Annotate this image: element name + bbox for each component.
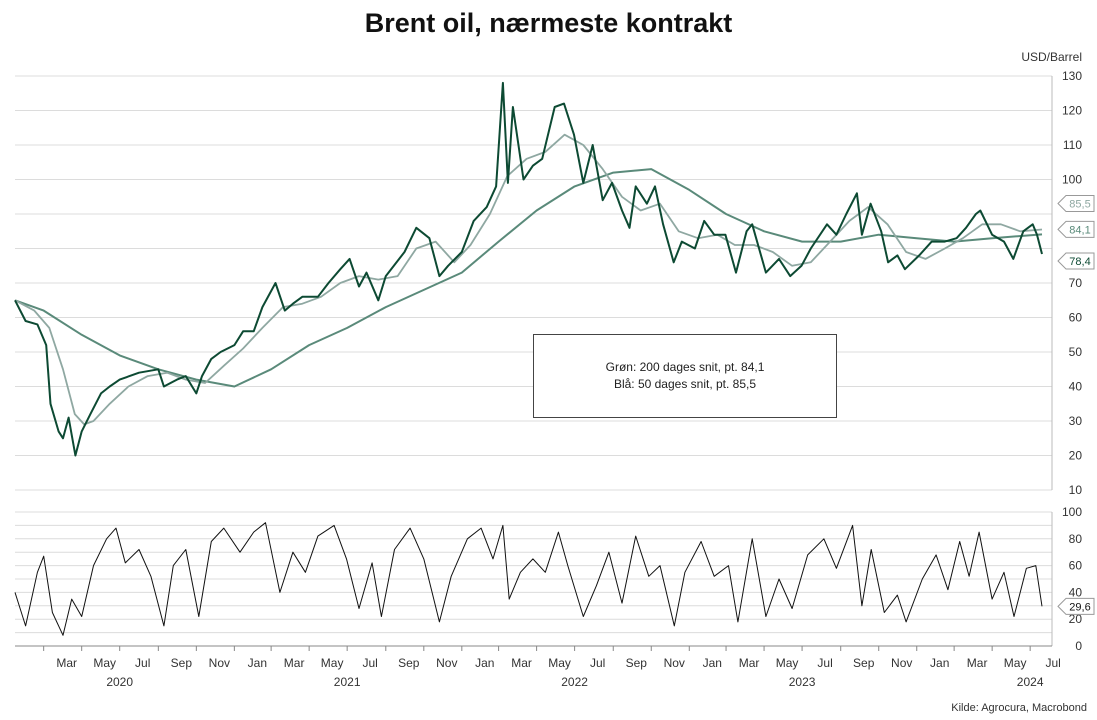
x-month-label: Sep <box>171 656 193 670</box>
series-line-brent <box>14 81 1043 457</box>
x-month-label: Sep <box>853 656 875 670</box>
x-month-label: Mar <box>511 656 532 670</box>
x-month-label: Nov <box>209 656 230 670</box>
series-line-oscillator <box>14 522 1043 636</box>
x-year-label: 2022 <box>561 675 588 689</box>
x-month-label: Mar <box>56 656 77 670</box>
x-year-label: 2020 <box>106 675 133 689</box>
upper-ytick-label: 100 <box>1062 173 1082 187</box>
lower-ytick-label: 80 <box>1069 532 1083 546</box>
x-month-label: Jan <box>475 656 494 670</box>
end-value-label: 85,5 <box>1069 199 1090 211</box>
source-credit: Kilde: Agrocura, Macrobond <box>951 702 1087 714</box>
upper-ytick-label: 10 <box>1069 483 1083 497</box>
upper-ytick-label: 60 <box>1069 311 1083 325</box>
lower-ytick-label: 100 <box>1062 505 1082 519</box>
legend-note-blue: Blå: 50 dages snit, pt. 85,5 <box>613 377 757 391</box>
upper-gridlines <box>15 75 1052 491</box>
lower-series <box>14 522 1043 636</box>
x-month-label: Jul <box>135 656 150 670</box>
legend-note-box: Grøn: 200 dages snit, pt. 84,1 Blå: 50 d… <box>533 334 837 418</box>
upper-ytick-label: 50 <box>1069 345 1083 359</box>
x-month-label: Jul <box>590 656 605 670</box>
upper-ytick-label: 130 <box>1062 69 1082 83</box>
x-month-label: Sep <box>398 656 420 670</box>
upper-ytick-label: 70 <box>1069 276 1083 290</box>
end-value-callout <box>1057 220 1095 238</box>
series-line-ma50 <box>14 133 1043 426</box>
end-value-callout <box>1057 252 1095 270</box>
x-year-label: 2024 <box>1017 675 1044 689</box>
end-value-callout <box>1057 195 1095 213</box>
x-month-label: Jul <box>1045 656 1060 670</box>
x-month-label: May <box>1004 656 1027 670</box>
x-month-label: Jan <box>703 656 722 670</box>
lower-ytick-label: 0 <box>1075 639 1082 653</box>
x-month-label: Nov <box>664 656 685 670</box>
x-month-label: Mar <box>739 656 760 670</box>
upper-unit-label: USD/Barrel <box>1021 50 1082 64</box>
x-month-label: May <box>321 656 344 670</box>
series-line-ma200 <box>14 168 1043 388</box>
x-month-label: Nov <box>891 656 912 670</box>
x-year-label: 2021 <box>334 675 361 689</box>
end-labels: 78,4 85,5 84,1 29,6 <box>1057 195 1095 615</box>
x-month-label: Sep <box>626 656 648 670</box>
end-value-label: 84,1 <box>1069 224 1090 236</box>
x-month-label: Mar <box>284 656 305 670</box>
x-month-label: May <box>548 656 571 670</box>
upper-ytick-label: 30 <box>1069 414 1083 428</box>
upper-ytick-label: 110 <box>1063 138 1082 152</box>
upper-ytick-label: 40 <box>1069 380 1083 394</box>
lower-ytick-label: 20 <box>1069 612 1083 626</box>
x-month-label: Jul <box>817 656 832 670</box>
upper-series <box>14 81 1043 457</box>
end-value-callout <box>1057 597 1095 615</box>
x-month-label: Nov <box>436 656 457 670</box>
x-month-label: Jul <box>362 656 377 670</box>
upper-ytick-label: 20 <box>1069 449 1083 463</box>
upper-ytick-label: 120 <box>1062 104 1082 118</box>
x-month-label: Jan <box>930 656 949 670</box>
x-year-label: 2023 <box>789 675 816 689</box>
axes: 10 20 30 40 50 60 70 100 110 120 130 USD/Barrel 0 20 4… <box>15 50 1082 689</box>
end-value-label: 29,6 <box>1069 601 1090 613</box>
lower-ytick-label: 60 <box>1069 559 1083 573</box>
x-month-label: May <box>776 656 799 670</box>
chart-title: Brent oil, nærmeste kontrakt <box>364 8 733 38</box>
lower-ytick-label: 40 <box>1069 585 1083 599</box>
lower-gridlines <box>15 511 1052 647</box>
legend-note-green: Grøn: 200 dages snit, pt. 84,1 <box>605 360 765 374</box>
x-month-label: May <box>93 656 116 670</box>
x-month-label: Jan <box>248 656 267 670</box>
x-month-label: Mar <box>967 656 988 670</box>
end-value-label: 78,4 <box>1069 256 1090 268</box>
